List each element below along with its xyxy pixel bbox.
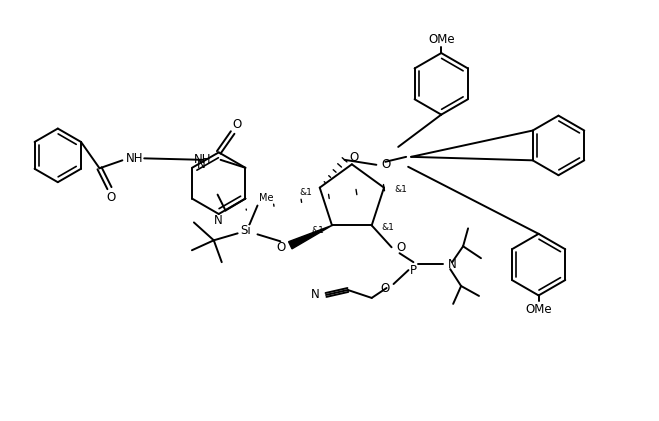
Text: Me: Me <box>260 192 274 203</box>
Text: O: O <box>380 282 389 296</box>
Text: O: O <box>382 158 391 171</box>
Text: NH: NH <box>126 152 143 165</box>
Text: &1: &1 <box>394 185 407 194</box>
Text: NH: NH <box>194 153 212 166</box>
Text: N: N <box>197 158 206 171</box>
Text: N: N <box>214 214 223 227</box>
Text: O: O <box>107 191 116 204</box>
Polygon shape <box>289 225 332 249</box>
Text: N: N <box>311 288 320 301</box>
Text: P: P <box>410 264 417 277</box>
Text: N: N <box>448 258 457 271</box>
Text: O: O <box>276 241 285 254</box>
Text: OMe: OMe <box>428 33 455 45</box>
Text: OMe: OMe <box>525 303 552 316</box>
Text: O: O <box>232 118 241 131</box>
Text: Si: Si <box>240 224 251 237</box>
Text: &1: &1 <box>311 226 324 235</box>
Text: O: O <box>349 151 358 164</box>
Text: &1: &1 <box>299 188 312 197</box>
Text: &1: &1 <box>382 223 395 232</box>
Text: O: O <box>397 241 406 254</box>
